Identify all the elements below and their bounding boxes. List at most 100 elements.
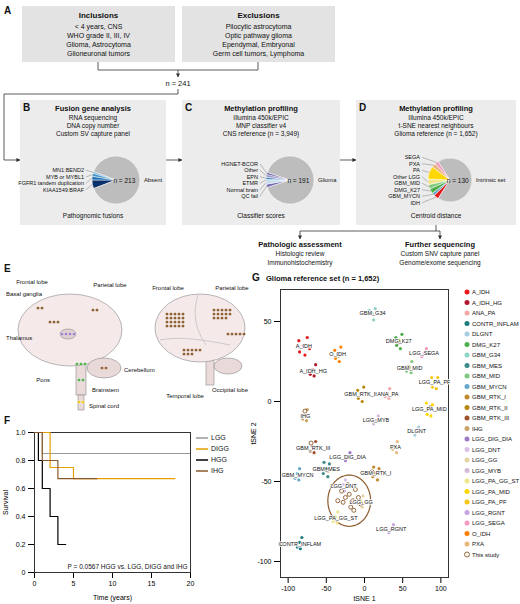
svg-text:Custom SV capture panel: Custom SV capture panel	[56, 130, 131, 138]
svg-text:tSNE 1: tSNE 1	[353, 595, 375, 602]
svg-text:LGG_MYB: LGG_MYB	[363, 417, 390, 423]
svg-text:FGFR1 tandem duplication: FGFR1 tandem duplication	[18, 180, 84, 186]
svg-text:Methylation profiling: Methylation profiling	[399, 104, 473, 113]
svg-text:Other: Other	[244, 167, 258, 173]
svg-text:F: F	[4, 415, 10, 426]
svg-text:n = 241: n = 241	[165, 79, 190, 88]
svg-text:Histologic review: Histologic review	[276, 250, 325, 258]
svg-text:LGG_DIG_DIA: LGG_DIG_DIA	[329, 454, 366, 460]
svg-text:LGG_SEGA: LGG_SEGA	[409, 350, 439, 356]
svg-text:GBM_MYCN: GBM_MYCN	[282, 472, 314, 478]
svg-text:GBM_G34: GBM_G34	[472, 352, 501, 358]
svg-text:IHG: IHG	[300, 413, 310, 419]
svg-text:DMG_K27: DMG_K27	[472, 342, 501, 348]
svg-text:LGG_PA_PF: LGG_PA_PF	[419, 379, 451, 385]
svg-text:Methylation profiling: Methylation profiling	[224, 104, 298, 113]
svg-text:Custom SNV capture panel: Custom SNV capture panel	[401, 250, 480, 258]
svg-text:Germ cell tumors, Lymphoma: Germ cell tumors, Lymphoma	[213, 50, 305, 58]
svg-text:A_IDH_HG: A_IDH_HG	[299, 368, 327, 374]
svg-text:CONTR_INFLAM: CONTR_INFLAM	[278, 541, 321, 547]
svg-text:Spinal cord: Spinal cord	[89, 403, 119, 409]
svg-text:GBM_MID: GBM_MID	[472, 373, 501, 379]
svg-text:Temporal lobe: Temporal lobe	[166, 393, 204, 399]
svg-text:A_IDH_HG: A_IDH_HG	[472, 300, 502, 306]
svg-text:0.4: 0.4	[16, 513, 26, 520]
svg-text:Normal brain: Normal brain	[227, 187, 258, 193]
svg-text:WHO grade II, III, IV: WHO grade II, III, IV	[67, 32, 130, 40]
svg-text:50: 50	[399, 585, 407, 592]
svg-text:GBM_MID: GBM_MID	[394, 180, 420, 186]
svg-text:Pathognomic fusions: Pathognomic fusions	[63, 212, 124, 220]
svg-text:Classifier scores: Classifier scores	[237, 212, 285, 219]
svg-text:Survival: Survival	[2, 490, 9, 515]
svg-text:A: A	[4, 5, 11, 16]
svg-text:Glioma reference set (n = 1,65: Glioma reference set (n = 1,652)	[266, 274, 380, 283]
svg-text:0.2: 0.2	[16, 541, 26, 548]
svg-text:LGG: LGG	[211, 434, 226, 441]
svg-text:GBM_RTK_I: GBM_RTK_I	[360, 470, 392, 476]
svg-text:Exclusions: Exclusions	[237, 11, 280, 20]
svg-text:DMG_K27: DMG_K27	[386, 338, 412, 344]
svg-text:Thalamus: Thalamus	[6, 335, 32, 341]
svg-text:LGG_PA_MID: LGG_PA_MID	[472, 489, 511, 495]
svg-text:Genome/exome sequencing: Genome/exome sequencing	[399, 259, 481, 267]
svg-text:D: D	[359, 102, 366, 113]
svg-text:n = 213: n = 213	[113, 177, 135, 184]
svg-text:0: 0	[22, 569, 26, 576]
svg-text:0.6: 0.6	[16, 485, 26, 492]
svg-text:n = 130: n = 130	[447, 177, 469, 184]
svg-text:LGG_MYB: LGG_MYB	[472, 468, 501, 474]
svg-text:P = 0.0567 HGG vs. LGG, DIGG a: P = 0.0567 HGG vs. LGG, DIGG and IHG	[68, 563, 188, 570]
svg-text:LGG_DNT: LGG_DNT	[472, 447, 501, 453]
svg-text:Glioma: Glioma	[318, 177, 337, 183]
svg-text:Glioma, Astrocytoma: Glioma, Astrocytoma	[66, 41, 131, 49]
svg-text:RNA sequencing: RNA sequencing	[69, 114, 118, 122]
svg-text:5: 5	[72, 580, 76, 587]
svg-text:20: 20	[187, 580, 195, 587]
svg-text:Brainstem: Brainstem	[92, 387, 119, 393]
svg-text:Other LGG: Other LGG	[393, 174, 420, 180]
svg-text:E: E	[4, 263, 11, 274]
svg-text:< 4 years, CNS: < 4 years, CNS	[75, 23, 123, 31]
svg-text:-50: -50	[261, 478, 271, 485]
svg-text:LGG_GG: LGG_GG	[349, 499, 372, 505]
svg-text:50: 50	[264, 318, 272, 325]
svg-text:DLGNT: DLGNT	[472, 331, 493, 337]
svg-text:PXA: PXA	[390, 444, 401, 450]
svg-text:Illumina 450k/EPIC: Illumina 450k/EPIC	[233, 114, 289, 121]
svg-text:GBM_MES: GBM_MES	[312, 466, 340, 472]
svg-text:Fusion gene analysis: Fusion gene analysis	[55, 104, 131, 113]
svg-text:GBM_RTK_II: GBM_RTK_II	[344, 391, 377, 397]
svg-text:Cerebellum: Cerebellum	[124, 367, 155, 373]
svg-text:MNP classifier v4: MNP classifier v4	[236, 122, 286, 129]
svg-text:Time (years): Time (years)	[93, 594, 132, 602]
svg-text:GBM_MYCN: GBM_MYCN	[472, 384, 507, 390]
svg-text:IDH: IDH	[411, 200, 421, 206]
svg-text:CONTR_INFLAM: CONTR_INFLAM	[472, 321, 519, 327]
svg-text:Immunohistochemistry: Immunohistochemistry	[267, 259, 333, 267]
svg-text:HGG: HGG	[211, 456, 227, 463]
svg-text:G: G	[252, 272, 260, 283]
svg-text:-50: -50	[321, 585, 331, 592]
svg-text:ANA_PA: ANA_PA	[472, 310, 495, 316]
svg-text:LGG_RGNT: LGG_RGNT	[376, 526, 407, 532]
svg-text:GBM_RTK_III: GBM_RTK_III	[296, 445, 331, 451]
svg-text:t-SNE nearest neighbours: t-SNE nearest neighbours	[399, 122, 475, 130]
svg-text:Illumina 450k/EPIC: Illumina 450k/EPIC	[408, 114, 464, 121]
svg-text:DMG_K27: DMG_K27	[394, 187, 420, 193]
svg-text:Basal ganglia: Basal ganglia	[6, 291, 43, 297]
svg-text:Pons: Pons	[36, 377, 50, 383]
svg-text:n = 191: n = 191	[287, 177, 309, 184]
svg-text:ETMR: ETMR	[242, 180, 258, 186]
svg-text:Inclusions: Inclusions	[79, 11, 119, 20]
svg-text:A_IDH: A_IDH	[472, 289, 490, 295]
svg-text:LGG_PA_PF: LGG_PA_PF	[472, 499, 507, 505]
svg-text:Ependymal, Embryonal: Ependymal, Embryonal	[222, 41, 295, 49]
svg-text:SEGA: SEGA	[405, 154, 421, 160]
svg-text:Frontal lobe: Frontal lobe	[16, 279, 48, 285]
svg-text:PXA: PXA	[409, 161, 420, 167]
svg-text:LGG_PA_MID: LGG_PA_MID	[412, 406, 447, 412]
svg-text:EPN: EPN	[247, 174, 258, 180]
svg-text:Glioneuronal tumors: Glioneuronal tumors	[67, 50, 131, 57]
svg-text:MN1:BEND2: MN1:BEND2	[53, 167, 84, 173]
